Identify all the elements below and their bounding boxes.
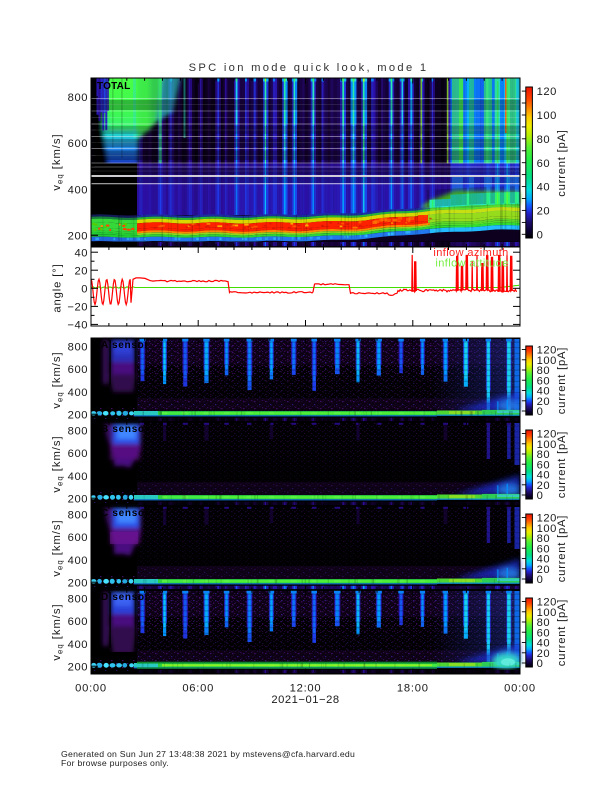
svg-text:current [pA]: current [pA] [556, 599, 568, 666]
svg-text:200: 200 [68, 409, 88, 421]
svg-text:80: 80 [537, 617, 551, 629]
svg-text:−20: −20 [67, 302, 88, 314]
svg-text:0: 0 [537, 574, 544, 586]
svg-text:TOTAL: TOTAL [97, 81, 130, 92]
svg-text:40: 40 [537, 638, 551, 650]
svg-text:200: 200 [68, 230, 88, 242]
svg-text:60: 60 [537, 543, 551, 555]
svg-text:06:00: 06:00 [182, 683, 214, 695]
svg-text:800: 800 [68, 92, 88, 104]
svg-text:100: 100 [537, 439, 557, 451]
svg-text:600: 600 [68, 448, 88, 460]
svg-text:20: 20 [537, 648, 551, 660]
svg-text:800: 800 [68, 510, 88, 522]
svg-text:0: 0 [537, 406, 544, 418]
svg-text:120: 120 [537, 345, 557, 357]
svg-text:40: 40 [74, 247, 88, 259]
svg-text:600: 600 [68, 138, 88, 150]
svg-text:00:00: 00:00 [504, 683, 536, 695]
svg-text:0: 0 [81, 283, 88, 295]
svg-text:800: 800 [68, 594, 88, 606]
svg-text:60: 60 [537, 158, 551, 170]
svg-text:current [pA]: current [pA] [556, 129, 568, 196]
svg-text:100: 100 [537, 607, 557, 619]
svg-text:current [pA]: current [pA] [556, 347, 568, 414]
svg-text:80: 80 [537, 365, 551, 377]
svg-text:20: 20 [537, 396, 551, 408]
svg-text:0: 0 [537, 658, 544, 670]
svg-text:For browse purposes only.: For browse purposes only. [61, 758, 169, 768]
svg-text:inflow attitude: inflow attitude [435, 257, 508, 269]
svg-text:600: 600 [68, 532, 88, 544]
svg-text:40: 40 [537, 470, 551, 482]
svg-text:100: 100 [537, 523, 557, 535]
svg-text:A sensor: A sensor [101, 340, 149, 351]
svg-text:angle [°]: angle [°] [52, 263, 64, 312]
svg-text:current [pA]: current [pA] [556, 431, 568, 498]
svg-text:20: 20 [537, 480, 551, 492]
svg-text:200: 200 [68, 577, 88, 589]
svg-text:Generated on Sun Jun 27 13:48:: Generated on Sun Jun 27 13:48:38 2021 by… [61, 749, 355, 759]
svg-text:600: 600 [68, 616, 88, 628]
svg-text:C sensor: C sensor [101, 508, 149, 519]
svg-text:120: 120 [537, 86, 557, 98]
svg-text:20: 20 [74, 265, 88, 277]
svg-text:12:00: 12:00 [290, 683, 322, 695]
svg-text:400: 400 [68, 471, 88, 483]
svg-text:200: 200 [68, 661, 88, 673]
svg-text:2021−01−28: 2021−01−28 [271, 694, 339, 706]
svg-text:D sensor: D sensor [101, 592, 149, 603]
svg-text:400: 400 [68, 639, 88, 651]
svg-text:80: 80 [537, 533, 551, 545]
svg-text:200: 200 [68, 493, 88, 505]
svg-text:800: 800 [68, 342, 88, 354]
svg-text:400: 400 [68, 555, 88, 567]
svg-text:60: 60 [537, 627, 551, 639]
svg-text:veq [km/s]: veq [km/s] [51, 435, 64, 492]
svg-text:current [pA]: current [pA] [556, 515, 568, 582]
svg-text:inflow azimuth: inflow azimuth [433, 247, 508, 259]
svg-text:400: 400 [68, 387, 88, 399]
svg-text:80: 80 [537, 449, 551, 461]
svg-text:B sensor: B sensor [101, 424, 149, 435]
svg-text:40: 40 [537, 182, 551, 194]
svg-text:120: 120 [537, 429, 557, 441]
svg-text:20: 20 [537, 564, 551, 576]
svg-text:400: 400 [68, 184, 88, 196]
svg-text:100: 100 [537, 110, 557, 122]
svg-text:800: 800 [68, 426, 88, 438]
svg-text:−40: −40 [67, 320, 88, 332]
svg-text:0: 0 [537, 490, 544, 502]
svg-text:SPC ion mode quick look, mode: SPC ion mode quick look, mode 1 [189, 62, 429, 74]
svg-text:60: 60 [537, 459, 551, 471]
svg-text:40: 40 [537, 386, 551, 398]
svg-text:120: 120 [537, 513, 557, 525]
svg-text:60: 60 [537, 375, 551, 387]
svg-text:120: 120 [537, 597, 557, 609]
svg-text:20: 20 [537, 206, 551, 218]
svg-text:100: 100 [537, 355, 557, 367]
svg-text:80: 80 [537, 134, 551, 146]
svg-text:600: 600 [68, 364, 88, 376]
svg-text:18:00: 18:00 [397, 683, 429, 695]
svg-text:0: 0 [537, 229, 544, 241]
svg-text:40: 40 [537, 554, 551, 566]
svg-text:00:00: 00:00 [75, 683, 107, 695]
